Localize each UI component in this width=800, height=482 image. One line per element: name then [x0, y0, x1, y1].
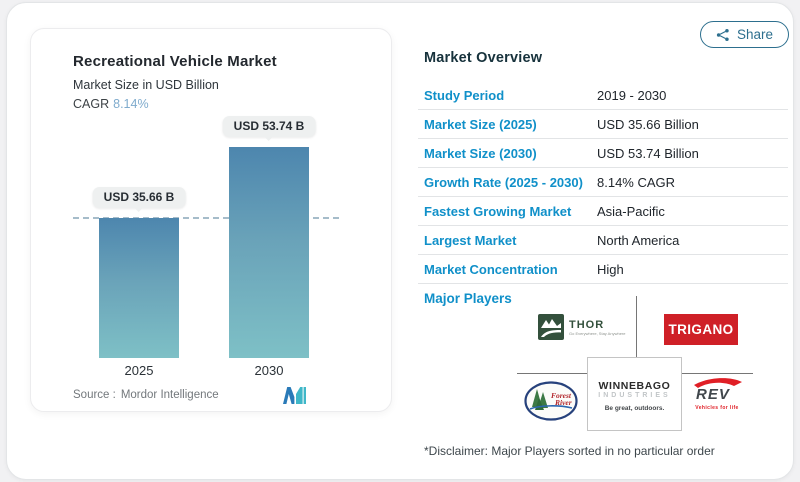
winnebago-industries-logo: WINNEBAGO INDUSTRIES Be great, outdoors. — [587, 357, 682, 431]
row-label: Market Size (2030) — [424, 145, 537, 161]
thor-mountain-icon — [538, 314, 564, 340]
winnebago-industries-text: INDUSTRIES — [598, 392, 671, 399]
bar-2025 — [99, 218, 179, 358]
thor-tagline: Go Everywhere, Stay Anywhere — [569, 331, 626, 336]
forest-river-logo: Forest River — [524, 381, 578, 426]
forest-river-text-line2: River — [554, 398, 572, 407]
x-axis-label-2030: 2030 — [254, 363, 284, 378]
table-row: Market Concentration High — [418, 255, 788, 284]
row-value: Asia-Pacific — [597, 203, 665, 219]
row-value: USD 35.66 Billion — [597, 116, 699, 132]
players-vertical-divider — [636, 296, 637, 357]
disclaimer-text: *Disclaimer: Major Players sorted in no … — [424, 444, 715, 458]
trigano-wordmark: TRIGANO — [668, 322, 734, 337]
table-row: Growth Rate (2025 - 2030) 8.14% CAGR — [418, 168, 788, 197]
row-label: Market Size (2025) — [424, 116, 537, 132]
bar-2025-value-tooltip: USD 35.66 B — [92, 187, 186, 208]
chart-title: Recreational Vehicle Market — [73, 53, 277, 70]
table-row: Study Period 2019 - 2030 — [418, 81, 788, 110]
bar-chart: USD 35.66 B USD 53.74 B 2025 2030 — [31, 29, 391, 411]
row-label: Largest Market — [424, 232, 517, 248]
row-value: North America — [597, 232, 680, 248]
trigano-logo: TRIGANO — [664, 314, 738, 345]
table-row: Fastest Growing Market Asia-Pacific — [418, 197, 788, 226]
table-row: Largest Market North America — [418, 226, 788, 255]
row-value: 2019 - 2030 — [597, 87, 667, 103]
share-icon — [716, 28, 729, 41]
cagr-value: 8.14% — [113, 97, 149, 111]
row-label: Growth Rate (2025 - 2030) — [424, 174, 583, 190]
bar-2030 — [229, 147, 309, 358]
thor-wordmark: THOR — [569, 319, 605, 331]
rev-tagline: Vehicles for life — [695, 405, 739, 411]
share-button[interactable]: Share — [700, 21, 789, 48]
forest-river-text-line1: Forest — [551, 391, 572, 400]
cagr-row: CAGR 8.14% — [73, 97, 149, 111]
market-overview-table: Study Period 2019 - 2030 Market Size (202… — [418, 81, 788, 284]
table-row: Market Size (2030) USD 53.74 Billion — [418, 139, 788, 168]
market-chart-card: Recreational Vehicle Market Market Size … — [30, 28, 392, 412]
source-attribution: Source : Mordor Intelligence — [73, 389, 219, 401]
mordor-intelligence-logo-icon — [283, 387, 306, 404]
row-label: Fastest Growing Market — [424, 203, 572, 219]
row-label: Study Period — [424, 87, 505, 103]
major-players-label: Major Players — [424, 291, 512, 306]
rev-group-logo: REV Vehicles for life — [690, 378, 744, 411]
rev-wordmark: REV — [696, 386, 731, 402]
thor-industries-logo: THOR Go Everywhere, Stay Anywhere — [538, 314, 625, 340]
bar-2030-value-tooltip: USD 53.74 B — [222, 116, 316, 137]
source-value: Mordor Intelligence — [120, 389, 219, 401]
row-label: Market Concentration — [424, 261, 558, 277]
chart-subtitle: Market Size in USD Billion — [73, 78, 219, 92]
x-axis-label-2025: 2025 — [124, 363, 154, 378]
cagr-label: CAGR — [73, 97, 110, 111]
row-value: 8.14% CAGR — [597, 174, 676, 190]
reference-dashed-line — [73, 217, 339, 219]
row-value: USD 53.74 Billion — [597, 145, 699, 161]
winnebago-tagline: Be great, outdoors. — [604, 405, 665, 412]
market-overview-heading: Market Overview — [424, 50, 543, 66]
share-button-label: Share — [736, 27, 774, 42]
source-label: Source : — [73, 389, 116, 401]
winnebago-wordmark: WINNEBAGO — [598, 380, 671, 392]
row-value: High — [597, 261, 624, 277]
table-row: Market Size (2025) USD 35.66 Billion — [418, 110, 788, 139]
